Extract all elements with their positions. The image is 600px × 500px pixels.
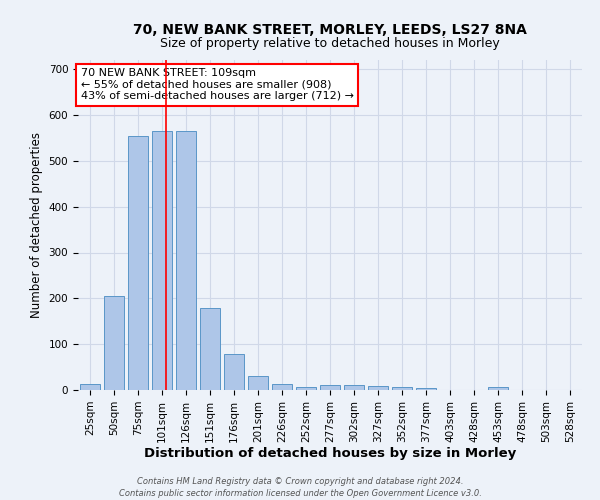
Text: 70 NEW BANK STREET: 109sqm
← 55% of detached houses are smaller (908)
43% of sem: 70 NEW BANK STREET: 109sqm ← 55% of deta… — [80, 68, 353, 102]
Bar — [416, 388, 436, 390]
Bar — [296, 387, 316, 390]
Bar — [272, 384, 292, 390]
Bar — [176, 131, 196, 390]
Bar — [392, 387, 412, 390]
Bar — [104, 296, 124, 390]
Bar — [248, 376, 268, 390]
Text: Contains HM Land Registry data © Crown copyright and database right 2024.: Contains HM Land Registry data © Crown c… — [137, 478, 463, 486]
Bar — [488, 387, 508, 390]
Bar — [80, 384, 100, 390]
Bar — [128, 136, 148, 390]
Y-axis label: Number of detached properties: Number of detached properties — [30, 132, 43, 318]
Bar — [224, 354, 244, 390]
Text: 70, NEW BANK STREET, MORLEY, LEEDS, LS27 8NA: 70, NEW BANK STREET, MORLEY, LEEDS, LS27… — [133, 22, 527, 36]
X-axis label: Distribution of detached houses by size in Morley: Distribution of detached houses by size … — [144, 448, 516, 460]
Bar — [320, 386, 340, 390]
Bar — [368, 386, 388, 390]
Text: Contains public sector information licensed under the Open Government Licence v3: Contains public sector information licen… — [119, 489, 481, 498]
Bar — [152, 131, 172, 390]
Bar — [344, 386, 364, 390]
Text: Size of property relative to detached houses in Morley: Size of property relative to detached ho… — [160, 38, 500, 51]
Bar — [200, 308, 220, 390]
